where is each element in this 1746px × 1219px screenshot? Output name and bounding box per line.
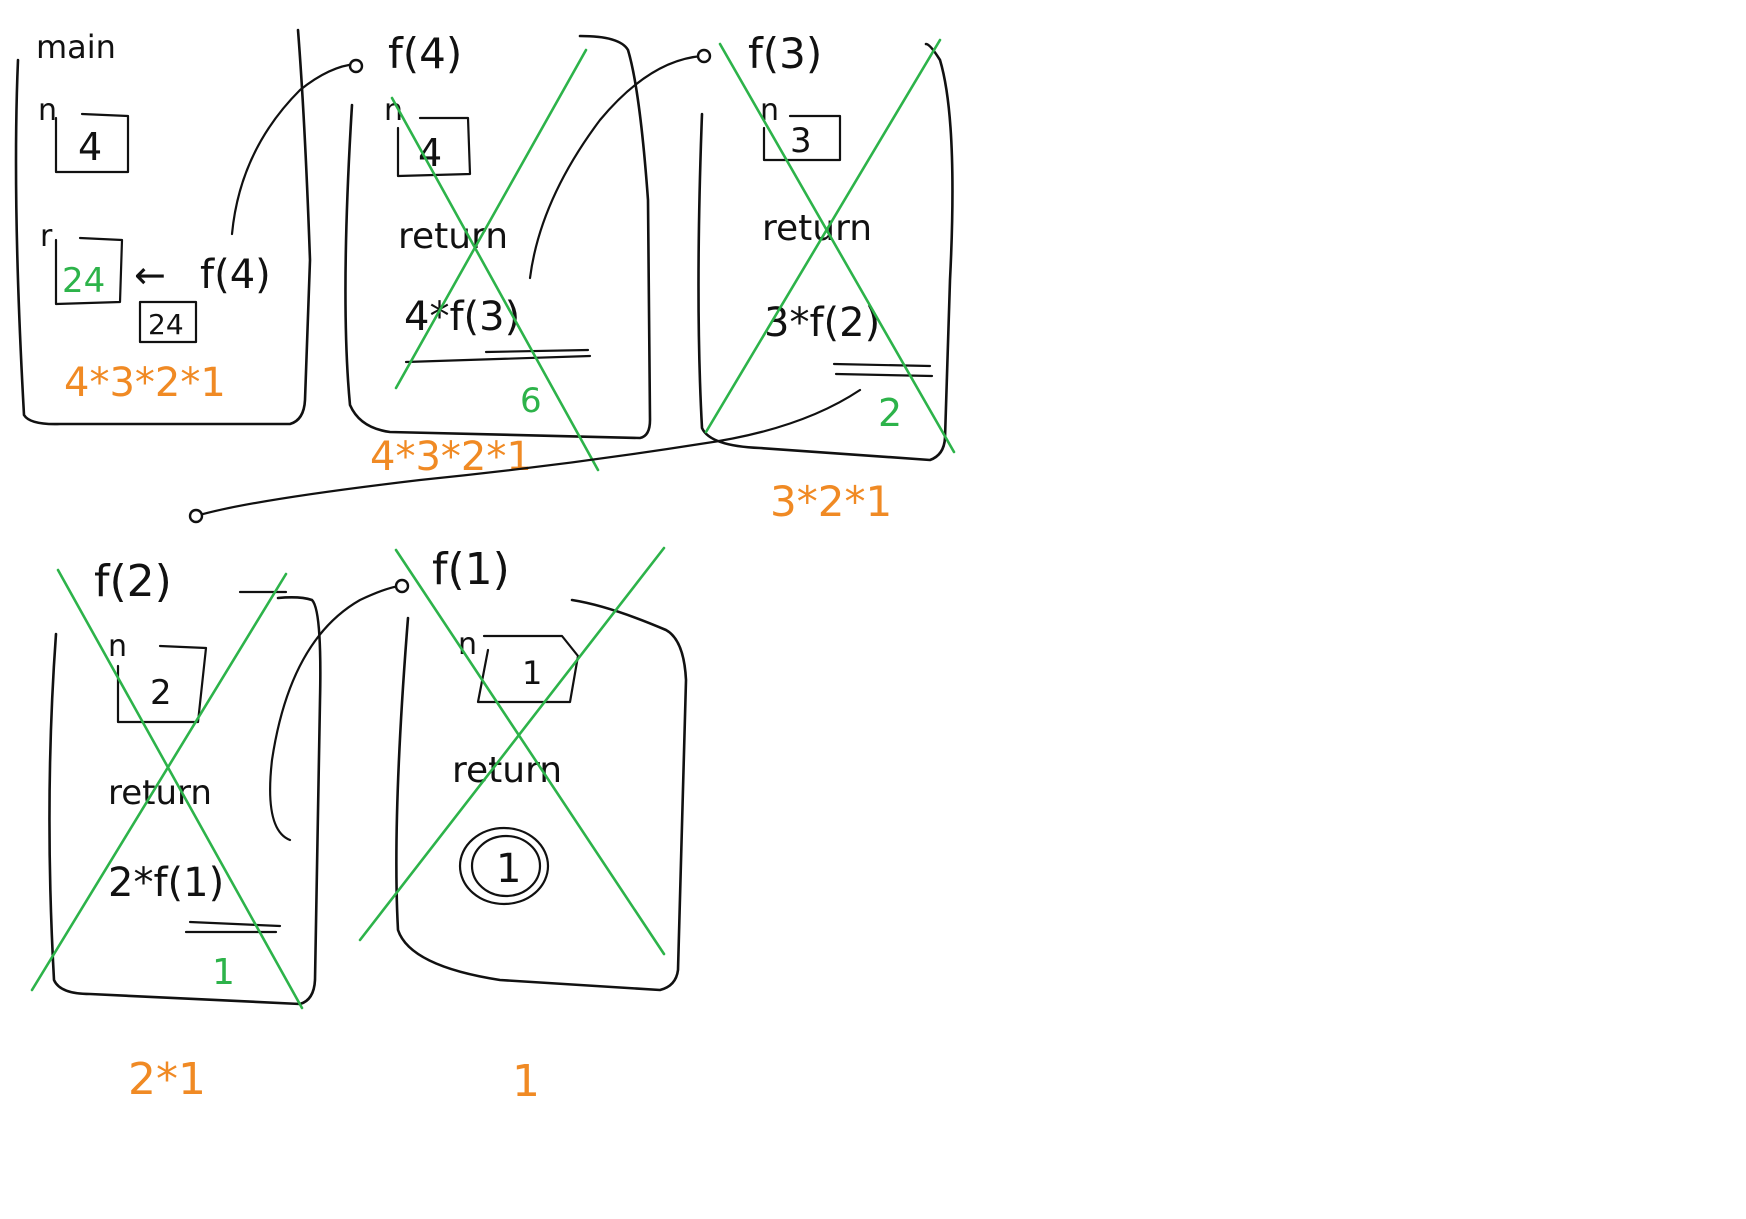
f3-expression: 3*f(2) xyxy=(764,300,880,346)
f1-return-circle-inner xyxy=(470,834,542,898)
f1-return-label: return xyxy=(452,750,562,791)
frame-f3: f(3) n 3 return 3*f(2) 2 3*2*1 xyxy=(697,29,956,526)
connector-f3-to-f2 xyxy=(194,388,862,518)
f4-underline xyxy=(404,348,592,364)
f2-n-box xyxy=(116,644,208,724)
f1-n-box xyxy=(476,634,580,704)
connector-f4-dot xyxy=(348,58,364,74)
f3-n-label: n xyxy=(760,93,779,128)
frame-main-border xyxy=(14,28,312,426)
f3-expansion: 3*2*1 xyxy=(770,477,892,526)
f4-result: 6 xyxy=(520,381,542,421)
frame-f4-border xyxy=(344,34,652,440)
f3-cross-stroke-1 xyxy=(704,38,942,434)
f1-cross-stroke-2 xyxy=(394,548,666,956)
main-call-label: f(4) xyxy=(200,252,271,298)
f4-n-box xyxy=(396,116,472,178)
frame-f4-title: f(4) xyxy=(388,29,462,78)
f2-n-label: n xyxy=(108,629,127,664)
frame-f2-title: f(2) xyxy=(94,556,172,607)
f2-expression: 2*f(1) xyxy=(108,860,224,906)
f1-return-value: 1 xyxy=(496,846,521,892)
main-n-box xyxy=(54,112,130,174)
f3-result: 2 xyxy=(878,391,902,435)
f1-n-label: n xyxy=(458,627,477,662)
frame-f1: f(1) n 1 return 1 1 xyxy=(358,544,688,1107)
frame-f3-title: f(3) xyxy=(748,29,822,78)
frame-f3-border xyxy=(697,42,954,462)
f3-n-box xyxy=(762,114,842,162)
frame-f1-border xyxy=(395,598,688,992)
f4-expansion: 4*3*2*1 xyxy=(370,434,532,480)
f4-cross-stroke-2 xyxy=(390,96,600,472)
main-r-label: r xyxy=(40,219,53,254)
main-n-value: 4 xyxy=(78,125,102,169)
main-r-box xyxy=(54,236,124,306)
frame-f2: f(2) n 2 return 2*f(1) 1 2*1 xyxy=(30,556,322,1105)
frame-main-title: main xyxy=(36,28,116,66)
f1-n-value: 1 xyxy=(522,654,542,692)
frame-f1-title: f(1) xyxy=(432,544,510,595)
f1-expansion: 1 xyxy=(512,1056,540,1107)
f2-result: 1 xyxy=(212,952,235,993)
connector-f4-to-f3 xyxy=(528,54,704,280)
main-assign-arrow: ← xyxy=(134,253,166,297)
f3-cross-stroke-2 xyxy=(718,42,956,454)
f1-return-circle-outer xyxy=(458,826,550,906)
frame-f4: f(4) n 4 return 4*f(3) 6 4*3*2*1 xyxy=(344,29,652,480)
connector-f1-dot xyxy=(394,578,410,594)
frame-main: main n 4 r 24 ← f(4) 24 4*3*2*1 xyxy=(14,28,312,426)
main-r-value: 24 xyxy=(62,261,105,301)
f4-n-label: n xyxy=(384,93,403,128)
f3-n-value: 3 xyxy=(790,121,812,161)
connector-f3-dot xyxy=(696,48,712,64)
f1-cross-stroke-1 xyxy=(358,546,666,942)
f2-expansion: 2*1 xyxy=(128,1054,206,1105)
connector-f2-to-f1 xyxy=(269,584,404,842)
call-connectors xyxy=(188,48,862,842)
main-expansion: 4*3*2*1 xyxy=(64,360,226,406)
connector-f2-dot xyxy=(188,508,204,524)
f4-expression: 4*f(3) xyxy=(404,294,520,340)
f3-underline xyxy=(832,362,934,378)
main-n-label: n xyxy=(38,93,57,128)
f4-return-label: return xyxy=(398,216,508,257)
f2-underline xyxy=(184,920,282,934)
f2-cross-stroke-2 xyxy=(56,568,304,1010)
main-return-box-value: 24 xyxy=(148,308,184,341)
f2-cross-stroke-1 xyxy=(30,572,288,992)
f2-n-value: 2 xyxy=(150,673,172,713)
connector-main-to-f4 xyxy=(230,62,358,236)
f4-cross-stroke-1 xyxy=(394,48,588,390)
main-return-box xyxy=(138,300,198,344)
